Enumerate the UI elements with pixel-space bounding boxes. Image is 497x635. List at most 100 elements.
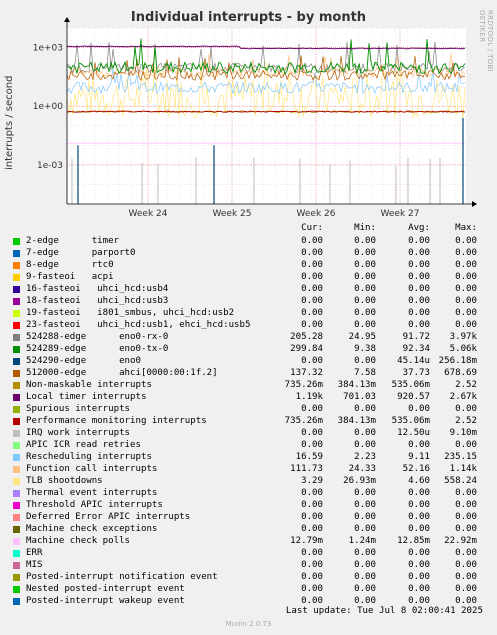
col-avg: Avg: [408,223,430,233]
legend-swatch [13,490,20,497]
legend-max: 0.00 [455,272,477,282]
series-line [66,68,466,95]
legend-series-name: Performance monitoring interrupts [26,416,207,426]
legend-header: Cur: Min: Avg: Max: [10,222,488,235]
legend-row: 7-edge parport0 0.00 0.00 0.00 0.00 [10,247,488,259]
legend-cur: 0.00 [301,572,323,582]
legend-series-name: Rescheduling interrupts [26,452,152,462]
legend-row: Posted-interrupt wakeup event 0.00 0.00 0.0… [10,595,488,607]
legend-avg: 9.11 [408,452,430,462]
legend-swatch [13,502,20,509]
legend-cur: 0.00 [301,308,323,318]
legend-max: 0.00 [455,500,477,510]
legend-swatch [13,370,20,377]
x-tick-label: Week 26 [297,209,336,219]
legend-swatch [13,598,20,605]
legend-max: 0.00 [455,308,477,318]
legend-row: Rescheduling interrupts 16.59 2.23 9.11 235.… [10,451,488,463]
legend-min: 26.93m [343,476,376,486]
legend-row: Machine check polls 12.79m 1.24m 12.85m 22.9… [10,535,488,547]
legend-row: 8-edge rtc0 0.00 0.00 0.00 0.00 [10,259,488,271]
legend-max: 0.00 [455,260,477,270]
legend-cur: 0.00 [301,488,323,498]
legend-swatch [13,262,20,269]
legend-min: 0.00 [354,428,376,438]
legend-cur: 0.00 [301,440,323,450]
legend-cur: 0.00 [301,584,323,594]
legend-min: 0.00 [354,596,376,606]
legend-cur: 0.00 [301,248,323,258]
legend-cur: 0.00 [301,548,323,558]
series-line [66,38,466,75]
legend-cur: 0.00 [301,512,323,522]
legend-min: 0.00 [354,560,376,570]
legend-series-name: Spurious interrupts [26,404,131,414]
legend-row: 524290-edge eno0 0.00 0.00 45.14u 256.18m [10,355,488,367]
legend-max: 2.52 [455,380,477,390]
legend-row: APIC ICR read retries 0.00 0.00 0.00 0.00 [10,439,488,451]
legend-max: 0.00 [455,296,477,306]
legend-min: 0.00 [354,548,376,558]
legend-series-name: ERR [26,548,43,558]
legend-max: 2.52 [455,416,477,426]
legend-swatch [13,418,20,425]
legend-min: 0.00 [354,584,376,594]
legend-min: 0.00 [354,524,376,534]
legend-max: 22.92m [444,536,477,546]
legend-max: 235.15 [444,452,477,462]
legend-row: Posted-interrupt notification event 0.00 0… [10,571,488,583]
legend-max: 0.00 [455,548,477,558]
legend-series-name: 524288-edge eno0-rx-0 [26,332,169,342]
legend-avg: 0.00 [408,572,430,582]
legend-row: ERR 0.00 0.00 0.00 0.00 [10,547,488,559]
legend-swatch [13,274,20,281]
legend-min: 0.00 [354,248,376,258]
legend-max: 558.24 [444,476,477,486]
legend-min: 1.24m [348,536,376,546]
legend-swatch [13,286,20,293]
legend-avg: 0.00 [408,284,430,294]
legend-row: Function call interrupts 111.73 24.33 52.16… [10,463,488,475]
legend-series-name: 23-fasteoi uhci_hcd:usb1, ehci_hcd:usb5 [26,320,251,330]
legend-avg: 91.72 [402,332,430,342]
legend-series-name: Threshold APIC interrupts [26,500,163,510]
legend-max: 0.00 [455,488,477,498]
legend-row: 9-fasteoi acpi 0.00 0.00 0.00 0.00 [10,271,488,283]
legend-row: Machine check exceptions 0.00 0.00 0.00 0.00 [10,523,488,535]
legend-series-name: Local timer interrupts [26,392,147,402]
legend-min: 24.33 [348,464,376,474]
munin-version: Munin 2.0.73 [225,620,272,628]
legend-cur: 111.73 [290,464,323,474]
legend-swatch [13,538,20,545]
legend-avg: 0.00 [408,524,430,534]
legend-cur: 0.00 [301,320,323,330]
legend-series-name: 8-edge rtc0 [26,260,114,270]
legend-cur: 0.00 [301,236,323,246]
legend-cur: 16.59 [295,452,323,462]
legend-swatch [13,430,20,437]
legend-series-name: Nested posted-interrupt event [26,584,185,594]
legend-cur: 1.19k [295,392,323,402]
legend-max: 0.00 [455,236,477,246]
col-max: Max: [455,223,477,233]
legend-series-name: Machine check polls [26,536,131,546]
legend-cur: 205.28 [290,332,323,342]
x-tick-label: Week 24 [129,209,168,219]
legend-avg: 12.50u [397,428,430,438]
legend-min: 9.38 [354,344,376,354]
legend-avg: 37.73 [402,368,430,378]
legend-cur: 735.26m [284,416,323,426]
legend-min: 24.95 [348,332,376,342]
legend-series-name: Posted-interrupt wakeup event [26,596,185,606]
y-tick-label: 1e-03 [37,161,63,171]
legend-series-name: IRQ work interrupts [26,428,131,438]
legend-cur: 12.79m [290,536,323,546]
legend-cur: 0.00 [301,404,323,414]
legend-avg: 0.00 [408,584,430,594]
legend-min: 0.00 [354,236,376,246]
x-axis-arrow [472,201,477,207]
legend-row: 2-edge timer 0.00 0.00 0.00 0.00 [10,235,488,247]
series-line [66,110,466,113]
legend-swatch [13,478,20,485]
legend-max: 2.67k [449,392,477,402]
